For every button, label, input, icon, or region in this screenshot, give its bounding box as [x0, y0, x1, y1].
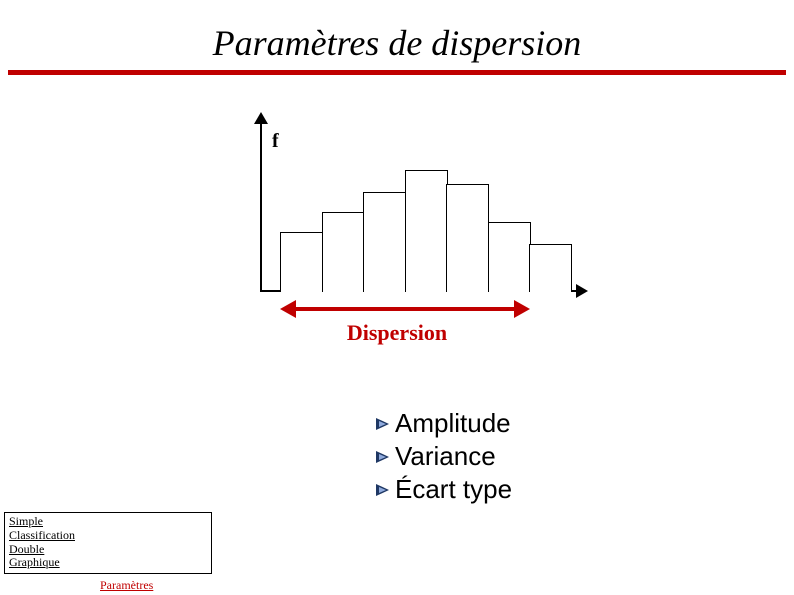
x-axis-arrowhead: [576, 284, 588, 298]
bullet-marker-icon: [375, 449, 391, 465]
bullet-label: Amplitude: [395, 408, 511, 439]
histogram-bar: [488, 222, 531, 292]
histogram-bar: [529, 244, 572, 292]
bullet-marker-icon: [375, 416, 391, 432]
nav-box: SimpleClassificationDoubleGraphique: [4, 512, 212, 574]
histogram-bar: [322, 212, 365, 292]
arrow-right-head: [514, 300, 530, 318]
bullet-list: AmplitudeVarianceÉcart type: [335, 406, 512, 507]
nav-link[interactable]: Classification: [9, 529, 207, 543]
bullet-item: Amplitude: [375, 408, 512, 439]
bullet-item: Variance: [375, 441, 512, 472]
y-axis: [260, 120, 262, 290]
y-axis-label: f: [272, 130, 279, 153]
bullet-label: Variance: [395, 441, 496, 472]
histogram-bar: [280, 232, 323, 292]
histogram-bar: [446, 184, 489, 292]
y-axis-arrowhead: [254, 112, 268, 124]
nav-link[interactable]: Graphique: [9, 556, 207, 570]
bullet-label: Écart type: [395, 474, 512, 505]
histogram-bar: [363, 192, 406, 292]
page-title: Paramètres de dispersion: [0, 22, 794, 64]
title-underline: [8, 70, 786, 75]
arrow-shaft: [294, 307, 516, 311]
dispersion-arrow: [280, 300, 530, 318]
histogram-bar: [405, 170, 448, 292]
histogram-chart: f x: [250, 120, 590, 320]
nav-link[interactable]: Simple: [9, 515, 207, 529]
bullet-item: Écart type: [375, 474, 512, 505]
dispersion-label: Dispersion: [0, 320, 794, 346]
histogram-bars: [280, 170, 572, 292]
bullet-marker-icon: [375, 482, 391, 498]
nav-link[interactable]: Double: [9, 543, 207, 557]
nav-current[interactable]: Paramètres: [100, 578, 153, 593]
